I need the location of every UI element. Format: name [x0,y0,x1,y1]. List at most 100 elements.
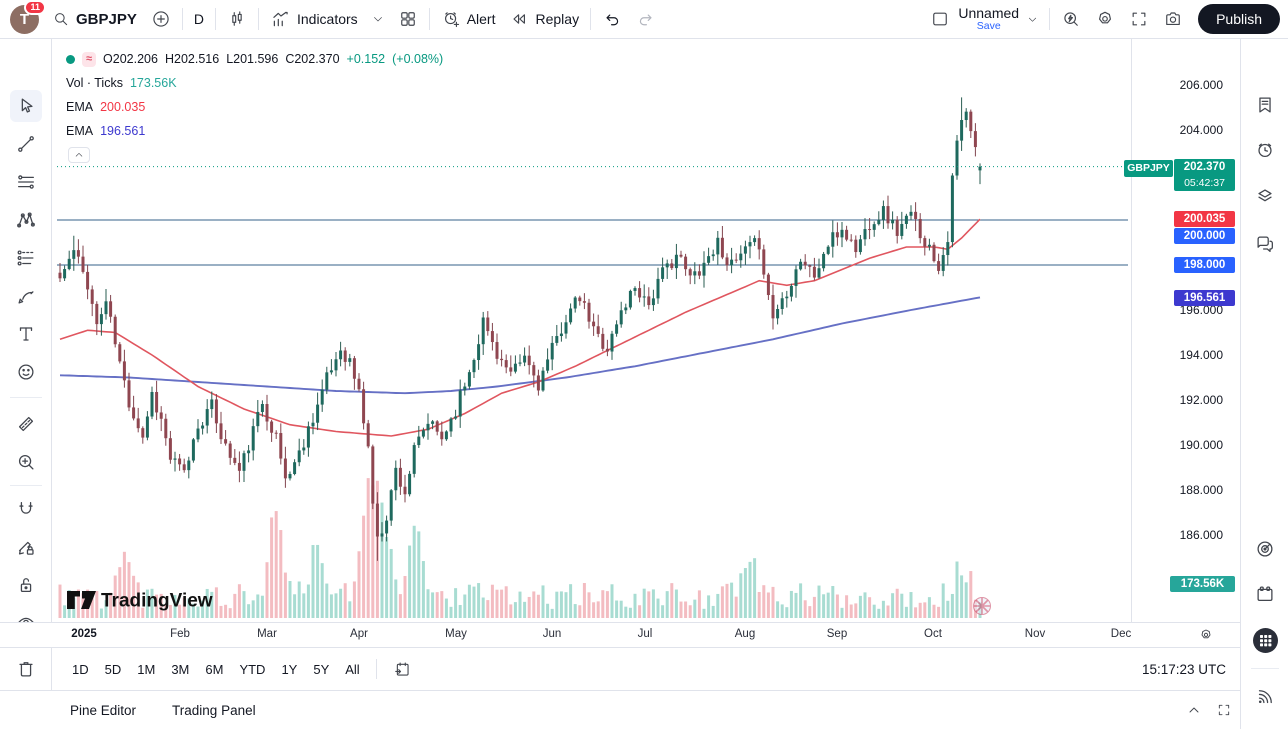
candle-body [789,285,793,297]
legend-ema-slow-row[interactable]: EMA 196.561 [66,119,443,143]
settings-button[interactable] [1088,4,1122,34]
speedometer-button[interactable] [1249,533,1281,565]
chart-canvas[interactable]: TradingView [52,39,1131,622]
maximize-panel-icon[interactable] [1216,702,1232,718]
candle-body [674,254,678,269]
volume-bar [812,596,816,618]
more-apps-button[interactable] [1249,624,1281,656]
volume-bar [431,592,435,618]
indicators-button[interactable]: Indicators [263,4,365,34]
tf-6m-button[interactable]: 6M [205,661,224,677]
candle-body [113,316,117,345]
toolbar-divider [10,485,42,486]
layout-grid-button[interactable] [391,4,425,34]
volume-bar [164,604,168,618]
tf-all-button[interactable]: All [345,661,360,677]
trading-panel-tab[interactable]: Trading Panel [172,702,256,718]
legend-volume-row[interactable]: Vol · Ticks 173.56K [66,71,443,95]
time-axis[interactable]: 2025 Feb Mar Apr May Jun Jul Aug Sep Oct Nov Dec [0,622,1240,647]
session-clock[interactable]: 15:17:23 UTC [1141,662,1226,677]
zoom-in-tool-button[interactable] [10,446,42,478]
publish-button[interactable]: Publish [1198,4,1280,34]
candle-body [711,254,715,257]
volume-bar [509,604,513,618]
xabcd-pattern-tool-button[interactable] [10,204,42,236]
redo-button[interactable] [629,4,663,34]
streams-button[interactable] [1249,681,1281,713]
chevron-down-icon [1029,17,1037,22]
price-scale[interactable]: 206.000 204.000 196.000 194.000 192.000 190.0… [1131,39,1240,622]
cursor-tool-button[interactable] [10,90,42,122]
fullscreen-button[interactable] [1122,4,1156,34]
expand-panel-chevron-icon[interactable] [1186,702,1202,718]
tf-5d-button[interactable]: 5D [104,661,122,677]
tf-1m-button[interactable]: 1M [137,661,156,677]
layout-select-button[interactable]: Unnamed Save [923,4,1045,34]
text-tool-button[interactable] [10,318,42,350]
volume-bar [320,563,324,618]
candle-body [472,360,476,373]
time-axis-settings-button[interactable] [1198,627,1214,643]
create-alert-button[interactable]: Alert [434,4,503,34]
interval-button[interactable]: D [187,4,211,34]
emoji-tool-button[interactable] [10,356,42,388]
volume-bar [900,593,904,618]
candle-body [357,378,361,390]
volume-bar [918,602,922,618]
candle-body [647,296,651,306]
candle-body [582,301,586,303]
replay-button[interactable]: Replay [502,4,586,34]
tf-1y-button[interactable]: 1Y [281,661,298,677]
calendar-button[interactable] [1249,578,1281,610]
compare-add-symbol-button[interactable] [144,4,178,34]
legend-ohlc-row[interactable]: ≈ O202.206 H202.516 L201.596 C202.370 +0… [66,47,443,71]
tf-1d-button[interactable]: 1D [72,661,89,677]
volume-bar [228,608,232,618]
tf-5y-button[interactable]: 5Y [313,661,330,677]
candle-body [283,458,287,479]
candle-body [385,520,389,534]
volume-bar [716,593,720,618]
magnet-tool-button[interactable] [10,493,42,525]
screenshot-button[interactable] [1156,4,1190,34]
undo-button[interactable] [595,4,629,34]
ema-slow-label: EMA [66,124,94,138]
price-tick-label: 194.000 [1179,348,1223,362]
fib-lines-tool-button[interactable] [10,166,42,198]
ema-slow-line[interactable] [59,296,981,395]
quick-search-button[interactable] [1054,4,1088,34]
volume-bar [440,591,444,618]
draw-lock-tool-button[interactable] [10,531,42,563]
symbol-search-button[interactable]: GBPJPY [45,4,144,34]
legend-collapse-button[interactable] [68,147,90,163]
ema-fast-line[interactable] [59,218,981,437]
candle-body [868,229,872,231]
alerts-panel-button[interactable] [1249,134,1281,166]
save-layout-link[interactable]: Save [976,19,1001,32]
chat-button[interactable] [1249,228,1281,260]
candle-body [343,350,347,362]
tf-3m-button[interactable]: 3M [171,661,190,677]
object-tree-button[interactable] [1249,180,1281,212]
watchlist-button[interactable] [1249,89,1281,121]
chart-style-button[interactable] [220,4,254,34]
time-axis-label: May [445,628,467,640]
forecast-tool-button[interactable] [10,242,42,274]
volume-bar [684,601,688,618]
ruler-tool-button[interactable] [10,408,42,440]
volume-bar [748,561,752,618]
tf-ytd-button[interactable]: YTD [239,661,266,677]
volume-bar [435,592,439,618]
svg-text:TradingView: TradingView [101,591,213,612]
indicator-templates-button[interactable] [365,4,391,34]
remove-drawings-tool-button[interactable] [10,653,42,685]
lock-all-tool-button[interactable] [10,569,42,601]
user-avatar[interactable]: T 11 [10,0,46,34]
trend-line-tool-button[interactable] [10,128,42,160]
volume-bar [923,602,927,618]
brush-tool-button[interactable] [10,280,42,312]
pine-editor-tab[interactable]: Pine Editor [70,702,137,718]
legend-ema-fast-row[interactable]: EMA 200.035 [66,95,443,119]
go-to-date-button[interactable] [385,656,420,683]
chat-bubbles-icon [1257,236,1273,252]
